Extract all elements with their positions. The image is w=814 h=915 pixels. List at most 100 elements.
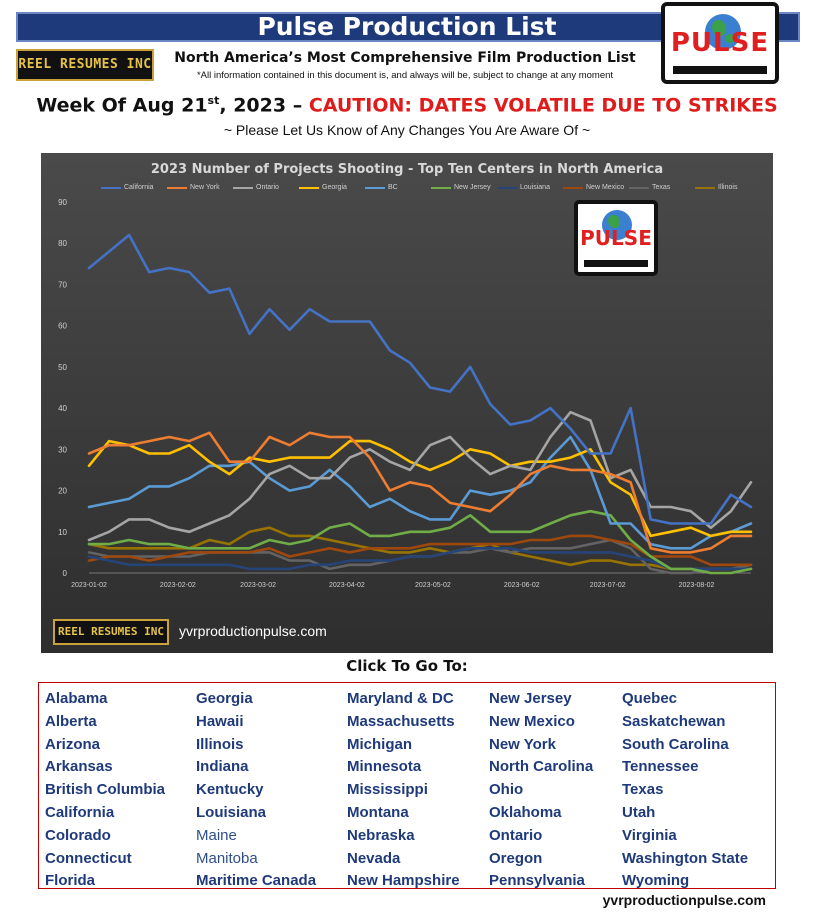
link-tennessee[interactable]: Tennessee <box>622 758 699 776</box>
link-pennsylvania[interactable]: Pennsylvania <box>489 872 585 890</box>
y-tick-label: 0 <box>63 569 68 578</box>
y-tick-label: 70 <box>58 280 67 289</box>
series-line-new-york <box>87 431 753 554</box>
link-north-carolina[interactable]: North Carolina <box>489 758 594 776</box>
line-chart: 0 10 20 30 40 50 60 70 80 90 2023-01-02 2023-02-02 2… <box>58 198 753 589</box>
series-line-california <box>87 233 753 525</box>
legend-label: Louisiana <box>520 184 550 191</box>
state-links-box: Alabama Alberta Arizona Arkansas British Col… <box>38 682 776 889</box>
link-georgia[interactable]: Georgia <box>196 690 253 707</box>
y-tick-label: 60 <box>58 322 67 331</box>
footer-url[interactable]: yvrproductionpulse.com <box>602 892 766 908</box>
link-south-carolina[interactable]: South Carolina <box>622 735 729 753</box>
legend-swatch <box>299 186 319 189</box>
link-manitoba[interactable]: Manitoba <box>196 849 258 867</box>
links-column-5: Quebec Saskatchewan South Carolina Tennesse… <box>622 688 748 893</box>
pulse-logo: PULSE <box>661 2 779 84</box>
link-ontario[interactable]: Ontario <box>489 826 543 844</box>
links-column-2: Georgia Hawaii Illinois Indiana Kentucky Loui… <box>196 688 316 893</box>
link-ohio[interactable]: Ohio <box>489 781 524 799</box>
chart-legend: California New York Ontario Georgia BC New Je… <box>101 184 761 191</box>
link-oklahoma[interactable]: Oklahoma <box>489 803 562 821</box>
link-maryland-dc[interactable]: Maryland & DC <box>347 690 454 707</box>
x-tick-label: 2023-04-02 <box>329 582 365 589</box>
link-minnesota[interactable]: Minnesota <box>347 758 422 776</box>
link-utah[interactable]: Utah <box>622 803 656 821</box>
series-line-new-mexico <box>87 534 753 567</box>
legend-item: Georgia <box>299 184 365 191</box>
legend-label: Illinois <box>718 184 738 191</box>
link-maine[interactable]: Maine <box>196 826 237 844</box>
legend-label: New Mexico <box>586 184 625 191</box>
y-tick-label: 50 <box>58 363 67 372</box>
link-illinois[interactable]: Illinois <box>196 735 244 753</box>
link-connecticut[interactable]: Connecticut <box>45 849 132 867</box>
legend-label: New York <box>190 184 220 191</box>
globe-icon <box>705 14 741 50</box>
link-louisiana[interactable]: Louisiana <box>196 803 267 821</box>
caution-text: CAUTION: DATES VOLATILE DUE TO STRIKES <box>308 94 778 117</box>
link-nevada[interactable]: Nevada <box>347 849 401 867</box>
link-kentucky[interactable]: Kentucky <box>196 781 264 799</box>
link-california[interactable]: California <box>45 803 115 821</box>
legend-item: Illinois <box>695 184 761 191</box>
link-new-mexico[interactable]: New Mexico <box>489 712 575 730</box>
subtitle: North America’s Most Comprehensive Film … <box>174 50 636 66</box>
link-british-columbia[interactable]: British Columbia <box>45 781 166 799</box>
link-nebraska[interactable]: Nebraska <box>347 826 415 844</box>
link-washington-state[interactable]: Washington State <box>622 849 749 867</box>
chart-url: yvrproductionpulse.com <box>179 623 327 639</box>
week-date-suffix: st <box>207 94 220 107</box>
x-tick-label: 2023-05-02 <box>415 582 451 589</box>
link-hawaii[interactable]: Hawaii <box>196 712 244 730</box>
link-michigan[interactable]: Michigan <box>347 735 413 753</box>
link-arizona[interactable]: Arizona <box>45 735 101 753</box>
legend-item: Texas <box>629 184 695 191</box>
legend-swatch <box>497 186 517 189</box>
x-tick-label: 2023-03-02 <box>240 582 276 589</box>
chart-reel-logo: REEL RESUMES INC <box>53 619 169 645</box>
chart-title: 2023 Number of Projects Shooting - Top T… <box>150 162 664 177</box>
link-arkansas[interactable]: Arkansas <box>45 758 113 776</box>
link-wyoming[interactable]: Wyoming <box>622 872 690 890</box>
link-alabama[interactable]: Alabama <box>45 690 108 707</box>
changes-request: ~ Please Let Us Know of Any Changes You … <box>223 122 591 138</box>
series-line-georgia <box>87 439 753 538</box>
links-column-3: Maryland & DC Massachusetts Michigan Minnes… <box>347 688 460 893</box>
x-tick-label: 2023-08-02 <box>679 582 715 589</box>
link-texas[interactable]: Texas <box>622 781 664 799</box>
link-montana[interactable]: Montana <box>347 803 409 821</box>
link-new-jersey[interactable]: New Jersey <box>489 690 572 707</box>
chart-pulse-logo: PULSE <box>574 200 658 276</box>
links-heading: Click To Go To: <box>346 657 468 675</box>
link-saskatchewan[interactable]: Saskatchewan <box>622 712 726 730</box>
page-title: Pulse Production List <box>257 12 557 41</box>
y-tick-label: 30 <box>58 445 67 454</box>
link-alberta[interactable]: Alberta <box>45 712 97 730</box>
link-virginia[interactable]: Virginia <box>622 826 677 844</box>
link-maritime-canada[interactable]: Maritime Canada <box>196 872 317 890</box>
week-heading: Week Of Aug 21st, 2023 – CAUTION: DATES … <box>0 94 814 116</box>
link-oregon[interactable]: Oregon <box>489 849 543 867</box>
series-line-illinois <box>87 526 753 571</box>
chart-pulse-logo-text: PULSE <box>580 226 652 250</box>
logo-bar <box>584 260 648 267</box>
globe-icon <box>602 210 632 240</box>
legend-label: BC <box>388 184 398 191</box>
link-massachusetts[interactable]: Massachusetts <box>347 712 455 730</box>
legend-item: Ontario <box>233 184 299 191</box>
legend-swatch <box>695 186 715 189</box>
link-quebec[interactable]: Quebec <box>622 690 678 707</box>
link-colorado[interactable]: Colorado <box>45 826 111 844</box>
link-indiana[interactable]: Indiana <box>196 758 249 776</box>
link-mississippi[interactable]: Mississippi <box>347 781 428 799</box>
link-new-hampshire[interactable]: New Hampshire <box>347 872 460 890</box>
link-florida[interactable]: Florida <box>45 872 96 890</box>
legend-label: Texas <box>652 184 671 191</box>
link-new-york[interactable]: New York <box>489 735 556 753</box>
legend-label: New Jersey <box>454 184 491 191</box>
legend-swatch <box>431 186 451 189</box>
y-tick-label: 10 <box>58 528 67 537</box>
legend-swatch <box>629 186 649 189</box>
reel-resumes-logo: REEL RESUMES INC <box>16 49 154 81</box>
